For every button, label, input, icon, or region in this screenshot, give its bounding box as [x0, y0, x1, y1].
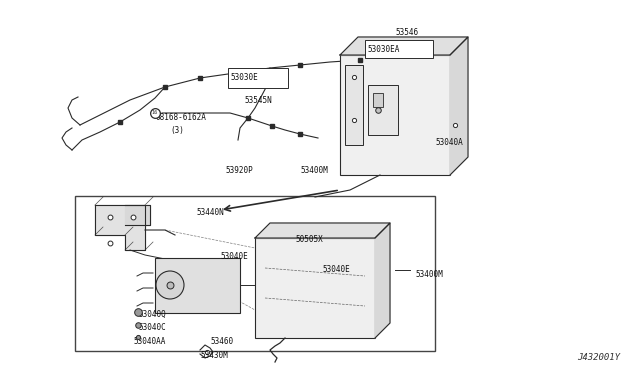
Bar — [75, 196, 435, 351]
Polygon shape — [450, 37, 468, 175]
Text: 53030E: 53030E — [230, 74, 258, 83]
Text: 53030EA: 53030EA — [374, 46, 406, 55]
Bar — [368, 85, 398, 135]
Bar — [228, 68, 288, 88]
Text: 53545N: 53545N — [244, 96, 272, 105]
Text: 53400M: 53400M — [300, 166, 328, 175]
Bar — [155, 258, 240, 313]
Text: (3): (3) — [170, 126, 184, 135]
Text: 53546: 53546 — [395, 28, 418, 37]
Text: 53440N: 53440N — [196, 208, 224, 217]
Text: 53040C: 53040C — [138, 323, 166, 332]
Circle shape — [156, 271, 184, 299]
Polygon shape — [375, 223, 390, 338]
Bar — [365, 40, 433, 58]
Polygon shape — [95, 205, 145, 250]
Bar — [255, 238, 375, 338]
Text: 53920P: 53920P — [225, 166, 253, 175]
Text: 53040A: 53040A — [435, 138, 463, 147]
Polygon shape — [255, 223, 390, 238]
Polygon shape — [340, 37, 468, 55]
Polygon shape — [125, 205, 150, 225]
Bar — [345, 65, 363, 145]
Text: 53040Q: 53040Q — [138, 310, 166, 319]
Bar — [373, 93, 383, 107]
Text: J432001Y: J432001Y — [577, 353, 620, 362]
Text: 53040E: 53040E — [322, 265, 349, 274]
Text: 53040AA: 53040AA — [133, 337, 165, 346]
Text: 53460: 53460 — [210, 337, 233, 346]
Text: 50505X: 50505X — [295, 235, 323, 244]
Text: 53430M: 53430M — [200, 351, 228, 360]
Text: 53030E: 53030E — [238, 75, 266, 84]
Text: 53030EA: 53030EA — [367, 45, 399, 54]
Text: 53400M: 53400M — [415, 270, 443, 279]
Text: 16: 16 — [152, 110, 158, 115]
Text: 53040E: 53040E — [220, 252, 248, 261]
Bar — [340, 55, 450, 175]
Text: 08168-6162A: 08168-6162A — [155, 113, 206, 122]
